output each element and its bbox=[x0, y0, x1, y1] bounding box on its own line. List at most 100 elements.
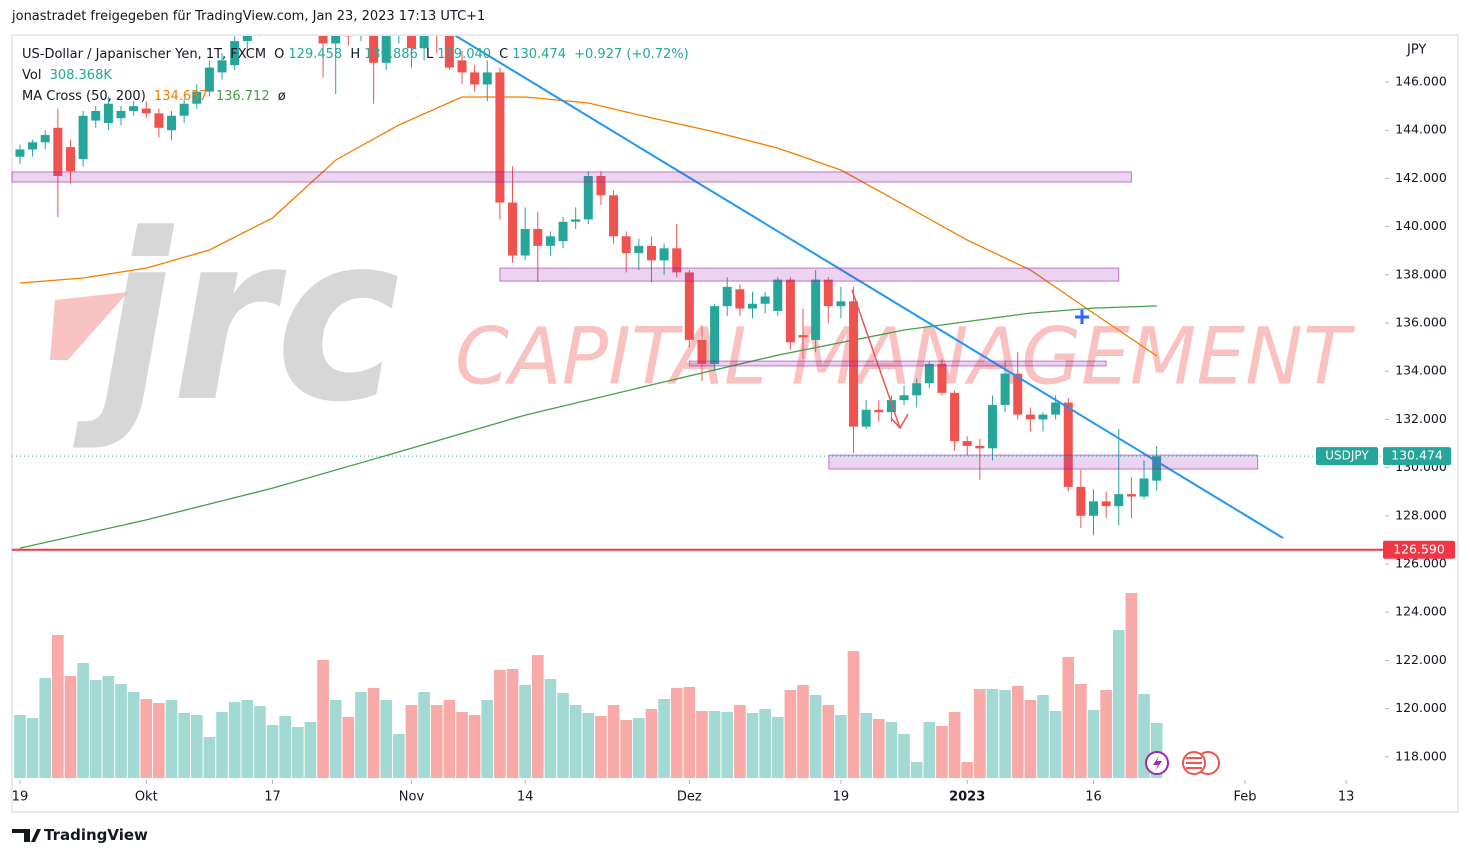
y-tick-label: 132.000 bbox=[1395, 411, 1447, 426]
flag-stripes bbox=[1186, 757, 1202, 769]
candle-body bbox=[609, 195, 619, 237]
volume-bar bbox=[418, 692, 430, 778]
x-tick-label: Okt bbox=[135, 790, 158, 805]
y-tick-label: 144.000 bbox=[1395, 122, 1447, 137]
volume-bar bbox=[1150, 722, 1163, 778]
candle-body bbox=[886, 400, 896, 413]
volume-bar bbox=[784, 690, 797, 778]
ohlc-key: O bbox=[274, 47, 285, 62]
price-line-tag bbox=[1383, 540, 1455, 559]
y-tick-label: 126.000 bbox=[1395, 556, 1447, 571]
x-tick-label: 19 bbox=[833, 790, 850, 805]
candle-body bbox=[154, 113, 164, 128]
candle-body bbox=[192, 91, 202, 104]
candle-body bbox=[318, 36, 328, 44]
volume-bar bbox=[140, 699, 153, 778]
volume-bar bbox=[89, 680, 102, 778]
symbol-label: USDJPY bbox=[1325, 449, 1369, 463]
volume-bar bbox=[254, 706, 266, 778]
x-tick-label: Feb bbox=[1234, 790, 1257, 805]
candle-body bbox=[53, 127, 63, 177]
volume-bar bbox=[115, 684, 127, 778]
volume-bar bbox=[228, 702, 241, 778]
candle-body bbox=[684, 272, 694, 340]
volume-bar bbox=[721, 712, 734, 778]
volume-bar bbox=[974, 689, 986, 778]
indicator-value: 134.637 bbox=[153, 89, 208, 104]
candle-body bbox=[710, 306, 720, 364]
symbol-title: US-Dollar / Japanischer Yen, 1T, FXCM bbox=[22, 47, 267, 62]
volume-bar bbox=[468, 715, 481, 778]
ohlc-value: 130.474 bbox=[512, 47, 566, 62]
volume-bar bbox=[1087, 710, 1100, 778]
x-tick-label: Nov bbox=[399, 790, 425, 805]
ohlc-value: 129.458 bbox=[288, 47, 343, 62]
candle-body bbox=[28, 142, 38, 150]
candle-body bbox=[836, 301, 846, 307]
volume-bar bbox=[367, 688, 380, 778]
candle-body bbox=[1126, 494, 1136, 497]
x-tick-label: 13 bbox=[1338, 790, 1355, 805]
candle-body bbox=[1000, 373, 1010, 405]
candle-body bbox=[255, 15, 264, 29]
volume-bar bbox=[1112, 630, 1125, 778]
volume-bar bbox=[1062, 657, 1075, 778]
candle-body bbox=[1139, 478, 1149, 497]
x-tick-label: 17 bbox=[264, 790, 281, 805]
price-line-label: 126.590 bbox=[1393, 541, 1445, 556]
volume-bar bbox=[519, 685, 531, 778]
candle-body bbox=[811, 279, 821, 340]
watermark: jrc CAPITAL MANAGEMENT bbox=[50, 186, 1355, 453]
candle-body bbox=[482, 72, 492, 85]
volume-bar bbox=[430, 705, 443, 778]
volume-bar bbox=[999, 690, 1011, 778]
volume-bar bbox=[633, 718, 645, 778]
y-tick-label: 128.000 bbox=[1395, 507, 1447, 522]
indicator-name: MA Cross (50, 200) bbox=[22, 89, 146, 104]
volume-bar bbox=[872, 719, 885, 778]
y-tick-label: 140.000 bbox=[1395, 218, 1447, 233]
candle-body bbox=[735, 289, 745, 309]
candle-body bbox=[697, 339, 707, 364]
indicator-symbol: ø bbox=[277, 89, 286, 104]
candle-body bbox=[571, 219, 581, 222]
candle-body bbox=[103, 103, 113, 123]
volume-bar bbox=[582, 713, 595, 778]
indicator-value: 136.712 bbox=[215, 89, 270, 104]
volume-bar bbox=[1049, 711, 1062, 778]
volume-bar bbox=[279, 716, 292, 778]
y-tick-label: 120.000 bbox=[1395, 700, 1447, 715]
volume-bar bbox=[809, 695, 822, 778]
arrow-head bbox=[890, 413, 909, 430]
moving-average bbox=[19, 96, 1158, 357]
candle-body bbox=[962, 441, 972, 446]
volume-bar bbox=[670, 688, 683, 778]
volume-bar bbox=[645, 709, 658, 778]
volume-bar bbox=[607, 705, 620, 778]
volume-bar bbox=[885, 722, 898, 778]
volume-bar bbox=[64, 676, 77, 778]
drawings bbox=[851, 289, 1220, 775]
watermark-text: CAPITAL MANAGEMENT bbox=[455, 312, 1355, 402]
candle-body bbox=[1152, 456, 1162, 481]
x-tick-label: Dez bbox=[677, 790, 702, 805]
ohlc-key: H bbox=[350, 47, 361, 62]
ohlc-key: L bbox=[426, 47, 434, 62]
y-tick-label: 124.000 bbox=[1395, 604, 1447, 619]
volume-bar bbox=[102, 676, 115, 778]
candle-body bbox=[924, 363, 934, 384]
volume-bar bbox=[1138, 694, 1150, 778]
candle-body bbox=[798, 335, 808, 338]
volume-bar bbox=[355, 692, 367, 778]
y-tick-label: 142.000 bbox=[1395, 170, 1447, 185]
candle-body bbox=[204, 67, 214, 92]
volume-bar bbox=[506, 669, 519, 778]
volume-bar bbox=[1011, 686, 1024, 778]
volume-bar bbox=[77, 663, 89, 778]
zone bbox=[828, 454, 1259, 470]
volume-bar bbox=[443, 700, 456, 778]
y-tick-label: 138.000 bbox=[1395, 266, 1447, 281]
candle-body bbox=[849, 301, 859, 427]
